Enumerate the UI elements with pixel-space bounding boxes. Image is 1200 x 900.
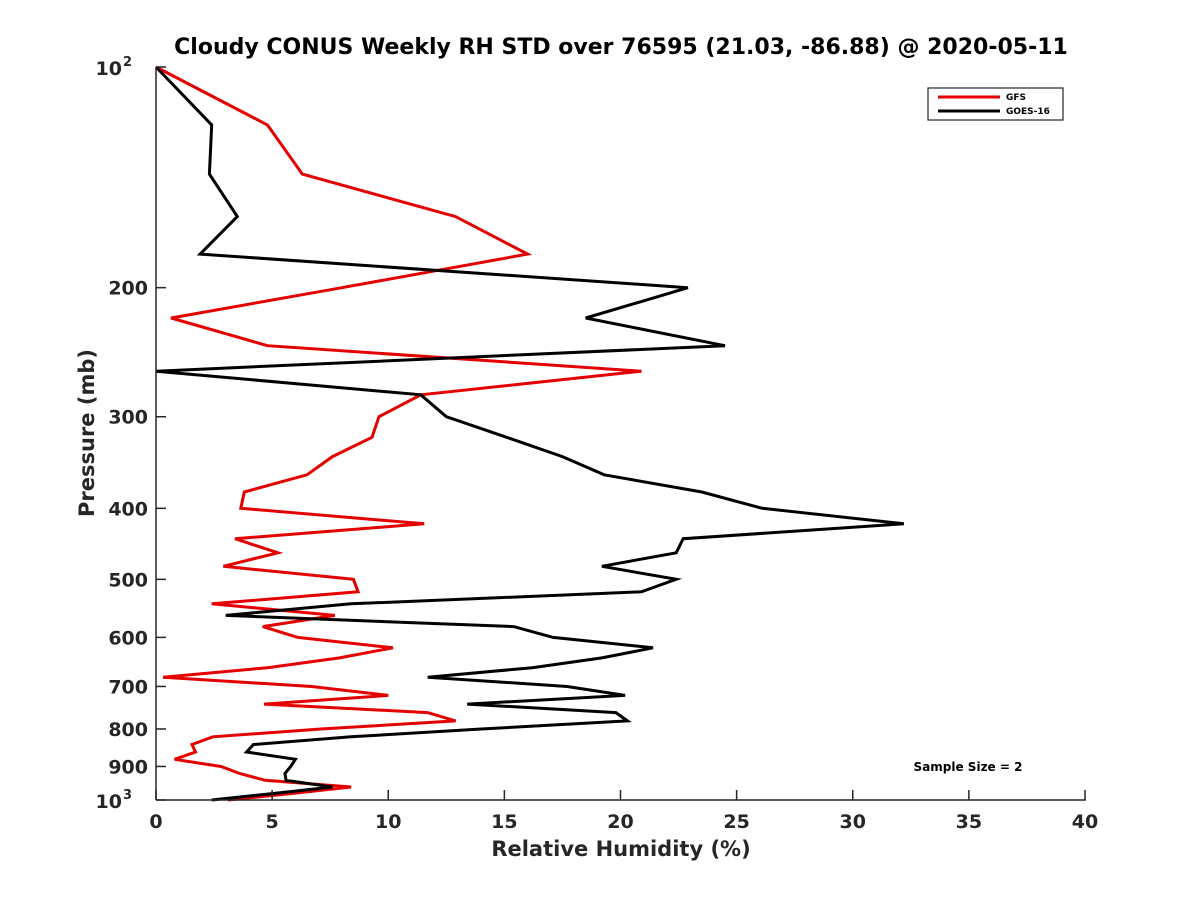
legend-label-goes16: GOES-16 [1006, 107, 1050, 117]
y-tick-label: 500 [108, 569, 148, 591]
y-tick-label: 900 [108, 756, 148, 778]
x-tick-label: 0 [149, 811, 162, 833]
series-layer [154, 65, 904, 802]
legend-box [927, 87, 1064, 121]
y-tick-label-exponent: 3 [123, 788, 132, 803]
series-line-goes16 [154, 65, 904, 802]
x-tick-label: 10 [375, 811, 401, 833]
y-tick-label: 800 [108, 719, 148, 741]
sample-size-annotation: Sample Size = 2 [914, 760, 1023, 774]
y-tick-label: 700 [108, 676, 148, 698]
y-tick-label: 10 [96, 58, 122, 80]
x-axis-label: Relative Humidity (%) [491, 837, 750, 861]
x-tick-label: 5 [266, 811, 279, 833]
x-tick-label: 30 [840, 811, 866, 833]
y-tick-label: 200 [108, 278, 148, 300]
chart-title: Cloudy CONUS Weekly RH STD over 76595 (2… [174, 35, 1068, 60]
y-axis-label: Pressure (mb) [75, 349, 99, 517]
x-tick-label: 20 [607, 811, 633, 833]
x-tick-label: 35 [956, 811, 982, 833]
series-line-gfs [155, 65, 642, 802]
y-tick-label: 600 [108, 627, 148, 649]
x-tick-label: 40 [1072, 811, 1098, 833]
x-ticks: 0 5 10 15 20 25 30 35 40 [149, 790, 1098, 833]
legend-label-gfs: GFS [1006, 93, 1026, 103]
y-tick-label: 400 [108, 498, 148, 520]
plot-area: 0 5 10 15 20 25 30 35 40 10 220030040050060070080… [96, 55, 1099, 833]
y-tick-label-exponent: 2 [123, 55, 132, 70]
legend: GFS GOES-16 [927, 87, 1064, 121]
x-tick-label: 15 [491, 811, 517, 833]
y-tick-label: 300 [108, 407, 148, 429]
y-tick-label: 10 [96, 791, 122, 813]
x-tick-label: 25 [723, 811, 749, 833]
